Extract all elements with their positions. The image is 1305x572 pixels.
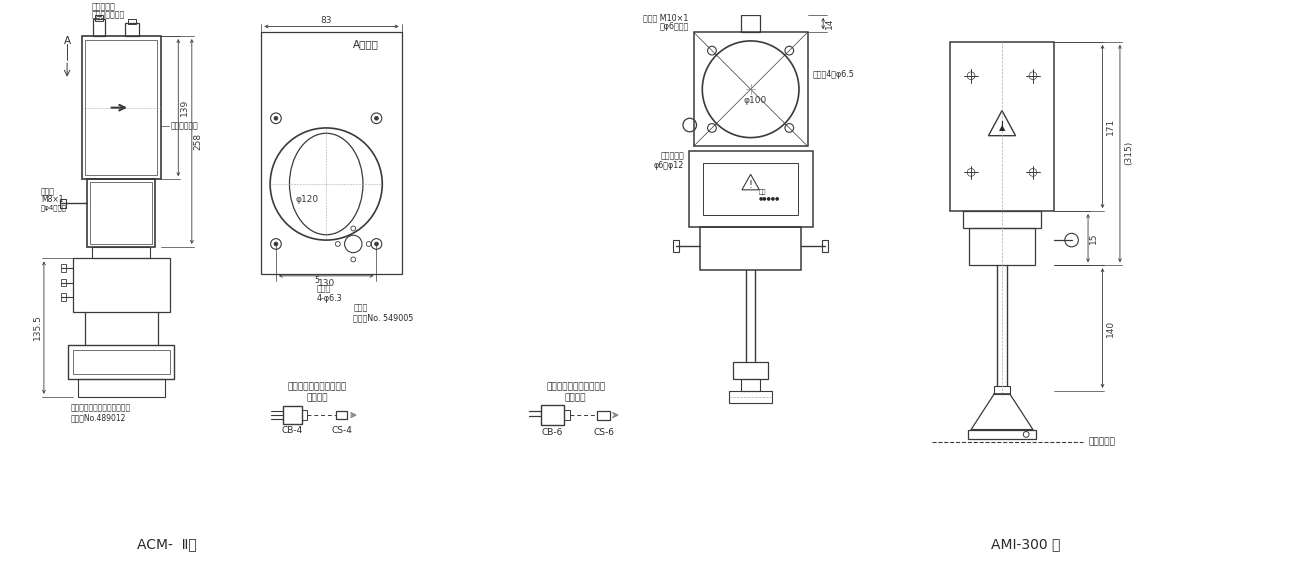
Bar: [693, 32, 808, 146]
Text: 電線引出口: 電線引出口: [660, 152, 684, 161]
Bar: [729, 391, 771, 403]
Text: CS-4: CS-4: [331, 426, 352, 435]
Bar: [741, 379, 761, 391]
Bar: [822, 240, 827, 252]
Text: CB-6: CB-6: [542, 428, 564, 437]
Bar: [90, 182, 153, 244]
Bar: [596, 411, 611, 420]
Text: 配管部品: 配管部品: [307, 393, 329, 402]
Text: 吐出口: 吐出口: [40, 187, 55, 196]
Bar: [93, 247, 150, 259]
Text: 139: 139: [180, 99, 189, 116]
Text: !: !: [1000, 120, 1005, 133]
Text: M8×1: M8×1: [40, 195, 64, 204]
Bar: [701, 227, 801, 270]
Bar: [73, 259, 170, 312]
Text: 14: 14: [825, 18, 834, 29]
Text: !: !: [749, 180, 753, 190]
Bar: [703, 163, 797, 215]
Text: 電線引出口: 電線引出口: [91, 3, 115, 11]
Bar: [82, 36, 161, 179]
Text: 130: 130: [317, 279, 335, 288]
Text: φ6～φ12: φ6～φ12: [654, 161, 684, 170]
Text: 油量調整ねじ: 油量調整ねじ: [171, 121, 198, 130]
Bar: [93, 19, 104, 36]
Text: 吐出口 M10×1: 吐出口 M10×1: [643, 13, 689, 22]
Text: （φ6配管）: （φ6配管）: [659, 22, 689, 31]
Text: AMI-300 型: AMI-300 型: [990, 538, 1060, 551]
Text: 135.5: 135.5: [33, 314, 42, 340]
Bar: [963, 211, 1040, 228]
Bar: [950, 42, 1054, 211]
Bar: [61, 293, 67, 301]
Text: 171: 171: [1105, 117, 1114, 134]
Bar: [994, 386, 1010, 394]
Text: (315): (315): [1124, 141, 1133, 165]
Circle shape: [375, 242, 378, 246]
Text: 取付穴4－φ6.5: 取付穴4－φ6.5: [813, 70, 855, 80]
Text: 給油口: 給油口: [354, 303, 368, 312]
Text: 吐出口に接続するための: 吐出口に接続するための: [545, 383, 606, 392]
Text: 5: 5: [315, 276, 318, 285]
Text: 注意: 注意: [758, 189, 766, 194]
Text: 取付穴: 取付穴: [317, 284, 330, 293]
Bar: [741, 15, 761, 32]
Text: コードNo.489012: コードNo.489012: [70, 414, 127, 423]
Text: φ120: φ120: [295, 195, 318, 204]
Bar: [733, 362, 769, 379]
Text: φ100: φ100: [744, 96, 767, 105]
Bar: [60, 198, 67, 208]
Text: （φ4配管）: （φ4配管）: [40, 205, 67, 212]
Text: ACM-  Ⅱ型: ACM- Ⅱ型: [137, 538, 197, 551]
Bar: [85, 40, 157, 175]
Text: 配管部品: 配管部品: [565, 393, 586, 402]
Bar: [97, 12, 100, 16]
Bar: [78, 379, 164, 397]
Bar: [970, 228, 1035, 265]
Bar: [61, 264, 67, 272]
Bar: [968, 430, 1036, 439]
Text: CS-6: CS-6: [594, 428, 615, 437]
Text: 258: 258: [193, 133, 202, 150]
Text: 140: 140: [1105, 320, 1114, 337]
Bar: [87, 179, 155, 247]
Bar: [540, 406, 564, 425]
Text: ▲: ▲: [998, 124, 1005, 133]
Text: CB-4: CB-4: [282, 426, 303, 435]
Bar: [128, 19, 136, 23]
Text: 吐出口に接続するための: 吐出口に接続するための: [288, 383, 347, 392]
Bar: [283, 406, 301, 424]
Text: 適用ケーブル径: 適用ケーブル径: [91, 10, 124, 19]
Text: サクションフィルターセット: サクションフィルターセット: [70, 404, 130, 413]
Text: A矢視図: A矢視図: [354, 39, 380, 49]
Circle shape: [274, 242, 278, 246]
Text: コードNo. 549005: コードNo. 549005: [354, 313, 414, 322]
Bar: [261, 32, 402, 274]
Bar: [73, 350, 170, 375]
Text: 83: 83: [321, 16, 331, 25]
Circle shape: [375, 116, 378, 120]
Bar: [564, 410, 570, 420]
Bar: [61, 279, 67, 287]
Text: A: A: [64, 36, 70, 46]
Bar: [95, 15, 103, 21]
Circle shape: [274, 116, 278, 120]
Text: 15: 15: [1090, 232, 1099, 244]
Text: タンク底面: タンク底面: [1088, 438, 1114, 447]
Bar: [673, 240, 679, 252]
Bar: [68, 345, 175, 379]
Bar: [125, 22, 138, 36]
Bar: [689, 151, 813, 227]
Bar: [301, 410, 307, 420]
Text: ●●●●●: ●●●●●: [758, 195, 779, 200]
Text: 4-φ6.3: 4-φ6.3: [317, 293, 342, 303]
Bar: [335, 411, 347, 419]
